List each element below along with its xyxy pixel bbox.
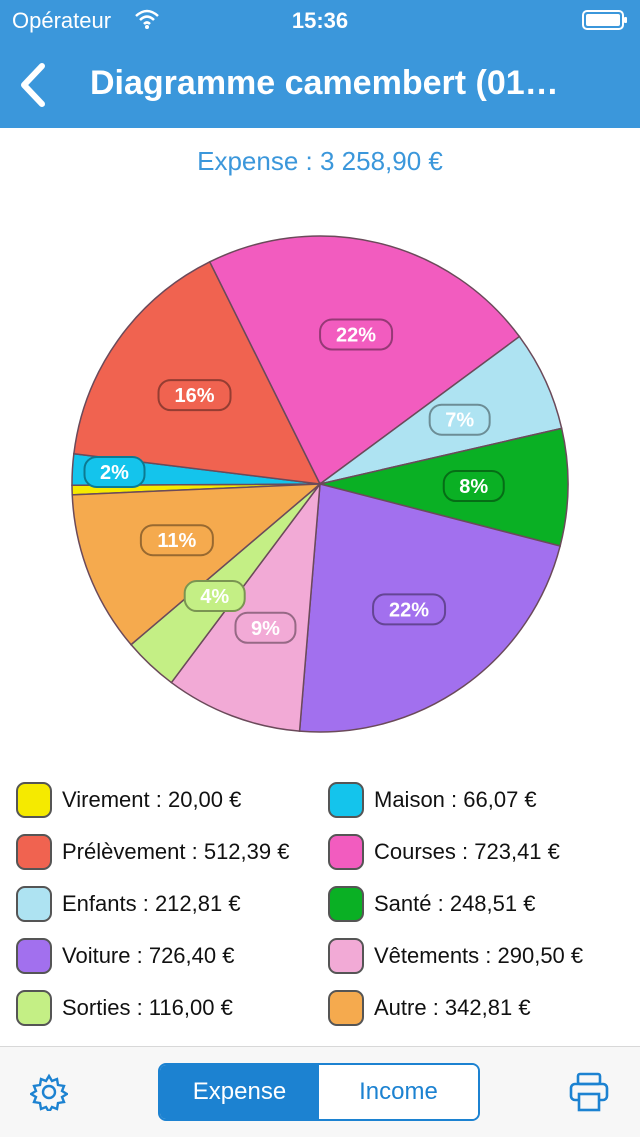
legend-item: Vêtements : 290,50 € bbox=[328, 934, 583, 978]
slice-label-text: 22% bbox=[389, 599, 429, 621]
pie-slice-autre bbox=[71, 483, 323, 646]
legend-swatch bbox=[328, 886, 364, 922]
slice-label-text: 8% bbox=[459, 476, 488, 498]
battery-icon bbox=[582, 10, 627, 30]
back-chevron-icon[interactable] bbox=[14, 60, 54, 110]
slice-label-text: 7% bbox=[445, 410, 474, 432]
clock-label: 15:36 bbox=[291, 8, 349, 33]
legend-label: Prélèvement : 512,39 € bbox=[62, 839, 290, 864]
legend-label: Maison : 66,07 € bbox=[374, 787, 537, 812]
slice-label: 2% bbox=[83, 455, 146, 488]
bottom-toolbar: Expense Income bbox=[0, 1046, 640, 1137]
legend-swatch bbox=[328, 990, 364, 1026]
slice-label: 8% bbox=[442, 470, 505, 503]
expense-tab[interactable]: Expense bbox=[160, 1065, 319, 1119]
legend-item: Voiture : 726,40 € bbox=[16, 934, 234, 978]
slice-label-text: 2% bbox=[100, 462, 129, 484]
expense-total: Expense : 3 258,90 € bbox=[197, 146, 443, 176]
slice-label-text: 11% bbox=[157, 530, 196, 552]
type-segmented-control: Expense Income bbox=[158, 1063, 480, 1121]
legend-item: Prélèvement : 512,39 € bbox=[16, 830, 289, 874]
legend-label: Autre : 342,81 € bbox=[374, 995, 531, 1020]
legend-item: Maison : 66,07 € bbox=[328, 778, 537, 822]
legend-item: Santé : 248,51 € bbox=[328, 882, 535, 926]
wifi-icon bbox=[135, 9, 159, 29]
slice-label: 7% bbox=[428, 403, 491, 436]
pie-slice-vêtements bbox=[170, 481, 321, 732]
legend-label: Vêtements : 290,50 € bbox=[374, 943, 584, 968]
legend-item: Virement : 20,00 € bbox=[16, 778, 241, 822]
printer-icon[interactable] bbox=[568, 1071, 610, 1113]
slice-label: 22% bbox=[319, 318, 394, 351]
legend-label: Sorties : 116,00 € bbox=[62, 995, 233, 1020]
pie-slice-courses bbox=[208, 235, 521, 486]
slice-label-text: 4% bbox=[200, 586, 229, 608]
legend-swatch bbox=[16, 834, 52, 870]
slice-label-text: 9% bbox=[251, 618, 280, 640]
legend-label: Santé : 248,51 € bbox=[374, 891, 536, 916]
page-title: Diagramme camembert (01… bbox=[90, 64, 559, 102]
slice-label: 9% bbox=[234, 611, 297, 644]
legend-swatch bbox=[16, 938, 52, 974]
legend-swatch bbox=[16, 886, 52, 922]
legend-item: Sorties : 116,00 € bbox=[16, 986, 233, 1030]
slice-label: 11% bbox=[139, 524, 214, 557]
slice-label-text: 16% bbox=[175, 385, 215, 407]
slice-label: 16% bbox=[157, 379, 232, 412]
legend-item: Autre : 342,81 € bbox=[328, 986, 531, 1030]
income-tab[interactable]: Income bbox=[319, 1065, 478, 1119]
legend-item: Enfants : 212,81 € bbox=[16, 882, 241, 926]
legend-label: Virement : 20,00 € bbox=[62, 787, 242, 812]
status-bar: Opérateur 15:36 bbox=[0, 0, 640, 40]
legend-label: Enfants : 212,81 € bbox=[62, 891, 241, 916]
pie-slice-prélèvement bbox=[73, 260, 322, 485]
legend-swatch bbox=[16, 990, 52, 1026]
legend-swatch bbox=[328, 834, 364, 870]
pie-chart: 2% 16% 22% 7% 8% 22% 9% 4% 11% bbox=[71, 235, 569, 733]
slice-label: 4% bbox=[183, 580, 246, 613]
slice-label: 22% bbox=[372, 593, 447, 626]
legend-swatch bbox=[16, 782, 52, 818]
gear-icon[interactable] bbox=[30, 1073, 68, 1111]
carrier-label: Opérateur bbox=[12, 8, 112, 33]
slice-label-text: 22% bbox=[336, 325, 376, 347]
legend-label: Courses : 723,41 € bbox=[374, 839, 560, 864]
legend-swatch bbox=[328, 782, 364, 818]
navigation-bar: Opérateur 15:36 Diagramme camembert (01… bbox=[0, 0, 640, 128]
legend-label: Voiture : 726,40 € bbox=[62, 943, 235, 968]
legend-swatch bbox=[328, 938, 364, 974]
legend-item: Courses : 723,41 € bbox=[328, 830, 560, 874]
